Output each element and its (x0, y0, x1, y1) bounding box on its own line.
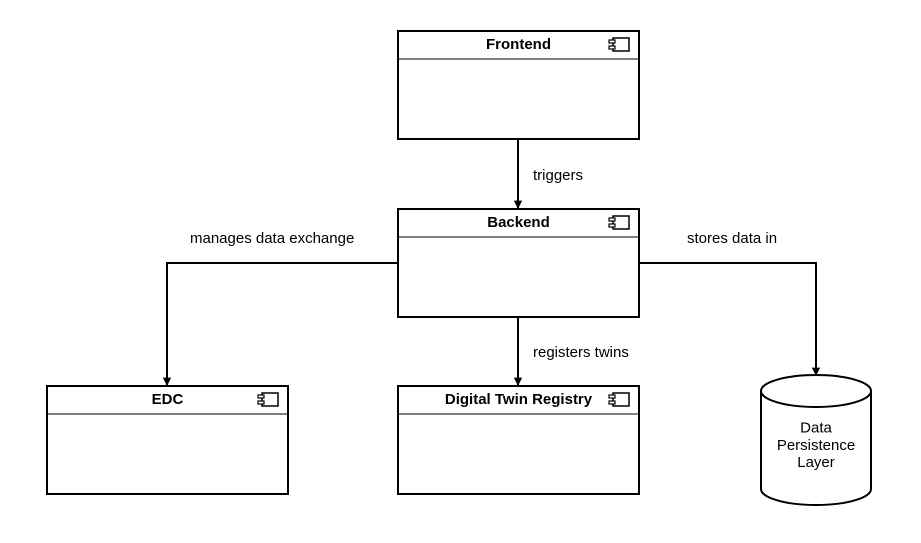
component-title: EDC (152, 391, 184, 408)
edge-backend_db: stores data in (639, 230, 816, 376)
component-title: Digital Twin Registry (445, 391, 593, 408)
edge-label: registers twins (533, 344, 629, 361)
edge-label: stores data in (687, 230, 777, 247)
edge-frontend_backend: triggers (518, 139, 583, 209)
component-title: Frontend (486, 36, 551, 53)
edge-backend_dtr: registers twins (518, 317, 629, 386)
edge-label: manages data exchange (190, 230, 354, 247)
diagram-canvas: triggers registers twins manages data exch… (0, 0, 921, 543)
cylinder-db: DataPersistenceLayer (761, 375, 871, 505)
component-title: Backend (487, 214, 550, 231)
cylinder-label-line: Persistence (777, 437, 855, 454)
component-frontend: Frontend (398, 31, 639, 139)
component-edc: EDC (47, 386, 288, 494)
component-dtr: Digital Twin Registry (398, 386, 639, 494)
edge-label: triggers (533, 167, 583, 184)
edge-backend_edc: manages data exchange (167, 230, 398, 386)
cylinder-label-line: Layer (797, 454, 835, 471)
component-backend: Backend (398, 209, 639, 317)
cylinder-label-line: Data (800, 420, 832, 437)
